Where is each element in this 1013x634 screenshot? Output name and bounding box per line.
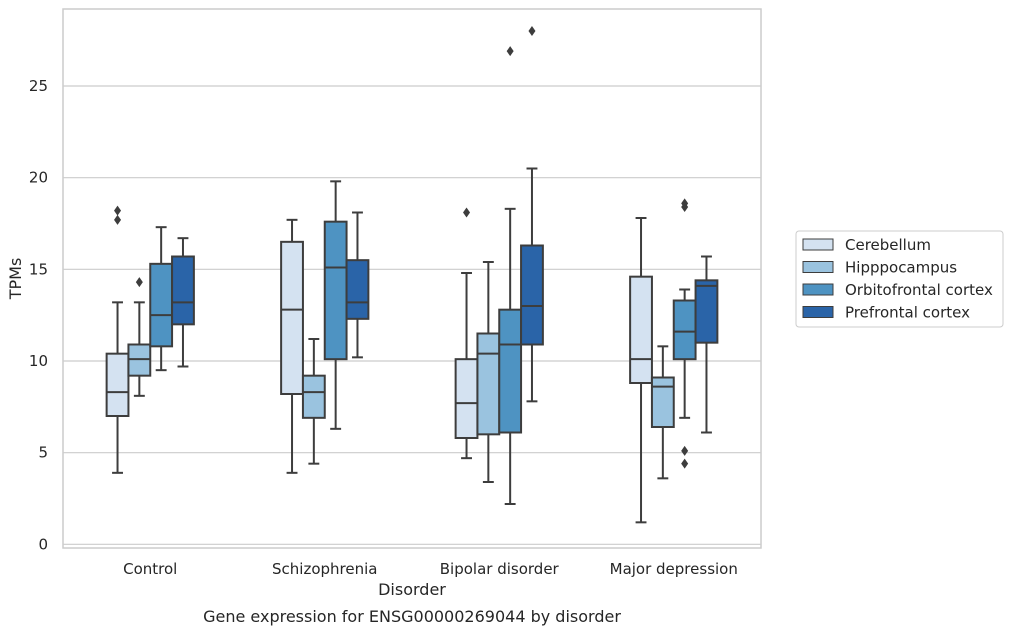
- box-group: [149, 226, 174, 372]
- boxes: [105, 26, 719, 524]
- x-axis-ticks: Control Schizophrenia Bipolar disorder Majo…: [123, 560, 738, 578]
- outlier-point: [681, 458, 689, 469]
- legend-label: Cerebellum: [845, 236, 931, 254]
- plot-frame: [62, 8, 762, 549]
- outlier-point: [528, 26, 536, 36]
- box: [280, 240, 304, 395]
- box: [650, 376, 675, 428]
- x-tick-label: Bipolar disorder: [440, 560, 560, 578]
- legend-swatch: [802, 283, 834, 296]
- box: [323, 220, 348, 361]
- box-group: [171, 237, 195, 368]
- box: [476, 332, 501, 436]
- box: [672, 299, 697, 361]
- box-group: [476, 261, 501, 483]
- y-tick-label: 15: [29, 260, 48, 278]
- box: [149, 262, 174, 348]
- legend-items: Cerebellum Hipppocampus Orbitofrontal cort…: [802, 236, 993, 322]
- outlier-point: [135, 277, 143, 288]
- box: [345, 259, 370, 320]
- y-axis-title: TPMs: [6, 258, 25, 301]
- box-group: [694, 255, 719, 434]
- legend-item: Cerebellum: [802, 236, 931, 254]
- box: [520, 244, 544, 346]
- box: [454, 358, 479, 439]
- box-group: [127, 277, 152, 397]
- box-group: [629, 217, 653, 524]
- x-tick-label: Control: [123, 560, 177, 578]
- x-axis-title: Disorder: [378, 580, 446, 599]
- box: [498, 308, 523, 434]
- box-group: [454, 207, 479, 460]
- legend-label: Prefrontal cortex: [845, 304, 970, 322]
- box: [694, 279, 719, 344]
- box-group: [520, 26, 544, 403]
- box-group: [672, 198, 697, 469]
- box-group: [280, 218, 304, 474]
- legend-swatch: [802, 261, 834, 273]
- y-tick-label: 25: [29, 77, 48, 95]
- outlier-point: [114, 205, 122, 216]
- legend-label: Hipppocampus: [845, 259, 957, 277]
- legend-swatch: [802, 238, 834, 251]
- box-group: [301, 338, 326, 465]
- outlier-point: [681, 198, 689, 209]
- y-tick-label: 0: [38, 535, 48, 553]
- box-group: [345, 211, 370, 359]
- box-group: [105, 205, 130, 474]
- box-group: [323, 180, 348, 430]
- chart-title: Gene expression for ENSG00000269044 by d…: [203, 607, 621, 626]
- x-tick-label: Major depression: [610, 560, 738, 578]
- box: [629, 275, 653, 384]
- y-axis-ticks: 0 5 10 15 20 25: [29, 77, 48, 553]
- box: [301, 374, 326, 419]
- legend-item: Hipppocampus: [802, 259, 957, 277]
- legend-item: Prefrontal cortex: [802, 304, 970, 322]
- y-tick-label: 5: [38, 444, 48, 462]
- legend-frame: [795, 230, 1004, 328]
- x-tick-label: Schizophrenia: [272, 560, 377, 578]
- legend-label: Orbitofrontal cortex: [845, 281, 993, 299]
- y-tick-label: 20: [29, 169, 48, 187]
- legend-item: Orbitofrontal cortex: [802, 281, 993, 299]
- legend: Cerebellum Hipppocampus Orbitofrontal cort…: [795, 230, 1004, 328]
- box: [105, 352, 130, 417]
- legend-swatch: [802, 306, 834, 318]
- box-group: [650, 345, 675, 480]
- outlier-point: [463, 207, 471, 218]
- box: [171, 255, 195, 326]
- box-group: [498, 46, 523, 505]
- outlier-point: [506, 46, 514, 57]
- outlier-point: [114, 214, 122, 225]
- y-tick-label: 10: [29, 352, 48, 370]
- outlier-point: [681, 445, 689, 456]
